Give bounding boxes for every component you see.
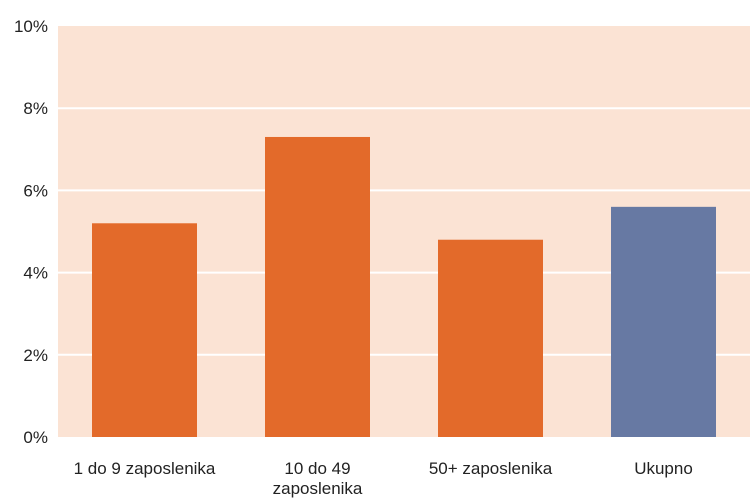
bar — [92, 223, 197, 437]
x-category-label: 50+ zaposlenika — [429, 459, 553, 478]
y-tick-label: 8% — [23, 99, 48, 118]
y-tick-label: 10% — [14, 17, 48, 36]
x-category-label: 10 do 49 zaposlenika — [273, 459, 363, 498]
x-category-label-line: 10 do 49 — [284, 459, 350, 478]
bar — [265, 136, 370, 437]
y-tick-label: 6% — [23, 181, 48, 200]
x-category-label-line: 1 do 9 zaposlenika — [74, 459, 216, 478]
x-category-label-line: Ukupno — [634, 459, 693, 478]
bars — [92, 136, 716, 437]
y-tick-label: 2% — [23, 346, 48, 365]
x-category-label-line: zaposlenika — [273, 479, 363, 498]
bar — [438, 239, 543, 437]
y-tick-label: 4% — [23, 264, 48, 283]
x-category-label: 1 do 9 zaposlenika — [74, 459, 216, 478]
x-axis-category-labels: 1 do 9 zaposlenika 10 do 49 zaposlenika 50+… — [74, 459, 693, 498]
x-category-label: Ukupno — [634, 459, 693, 478]
y-tick-label: 0% — [23, 428, 48, 447]
y-axis-tick-labels: 0% 2% 4% 6% 8% 10% — [14, 17, 48, 447]
bar — [611, 206, 716, 437]
x-category-label-line: 50+ zaposlenika — [429, 459, 553, 478]
